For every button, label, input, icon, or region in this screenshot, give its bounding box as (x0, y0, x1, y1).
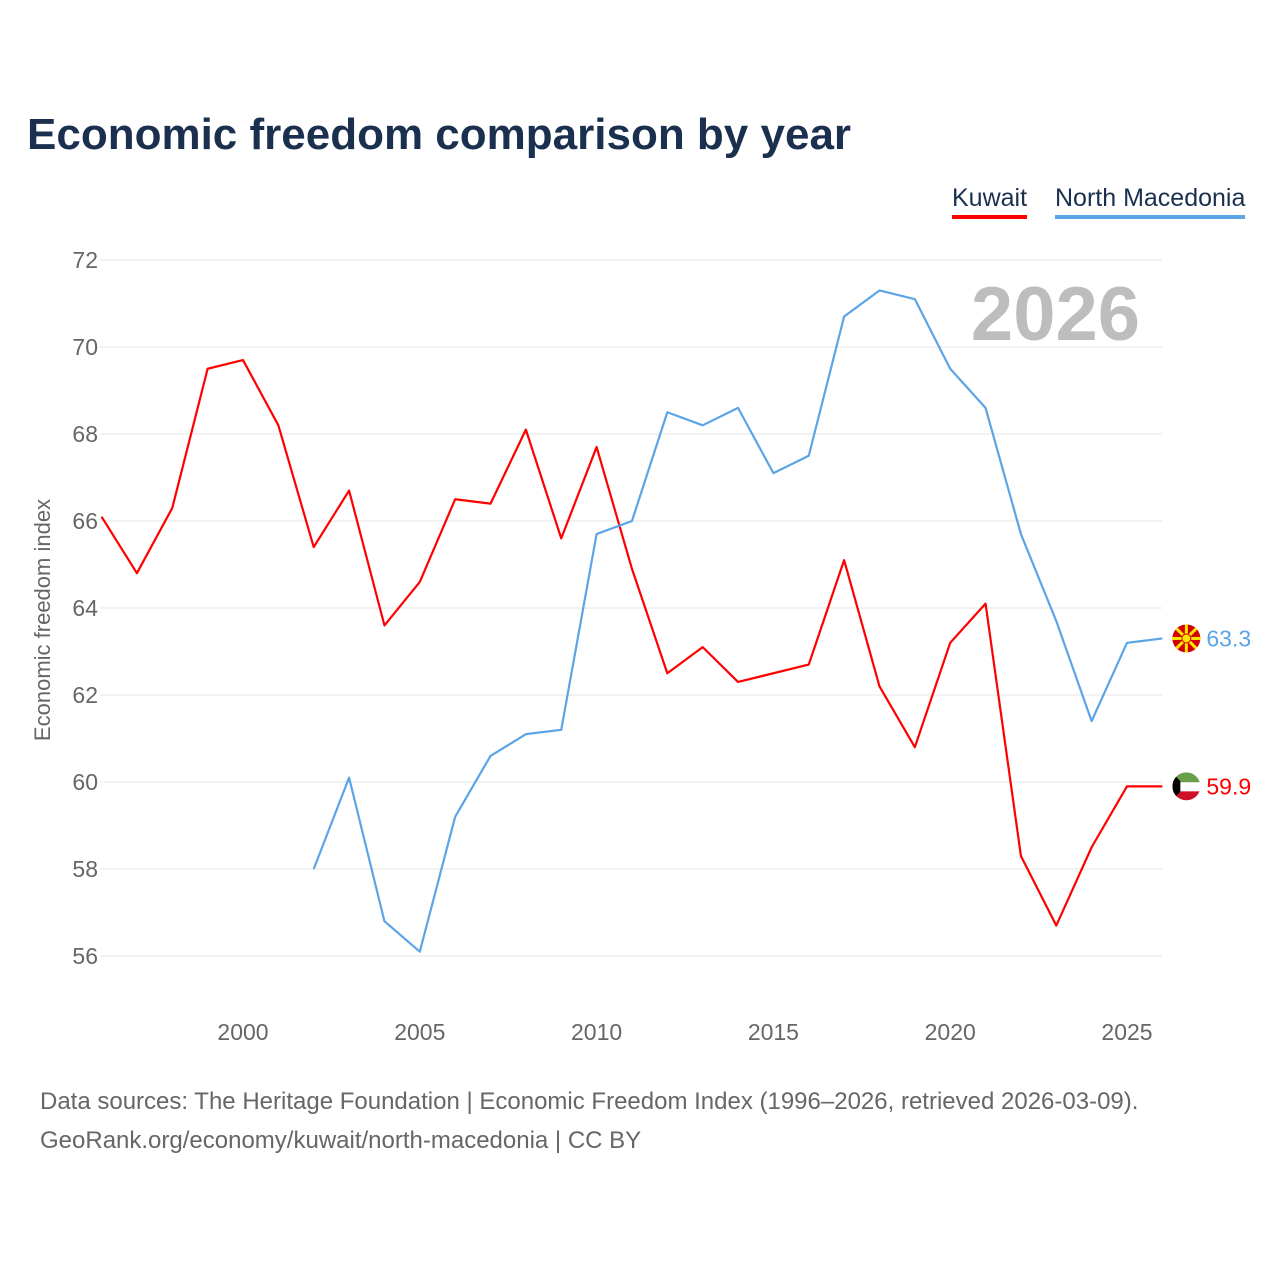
y-tick-label: 58 (72, 856, 98, 882)
x-tick-label: 2015 (748, 1019, 799, 1045)
y-tick-label: 56 (72, 943, 98, 969)
y-tick-label: 68 (72, 421, 98, 447)
x-tick-label: 2020 (925, 1019, 976, 1045)
kuwait-flag-icon (1172, 772, 1201, 801)
y-tick-label: 70 (72, 334, 98, 360)
legend-kuwait[interactable]: Kuwait (952, 184, 1028, 219)
series-line-north-macedonia (312, 289, 1163, 953)
x-tick-label: 2010 (571, 1019, 622, 1045)
y-tick-label: 66 (72, 508, 98, 534)
y-tick-label: 62 (72, 682, 98, 708)
chart-title: Economic freedom comparison by year (27, 110, 852, 159)
y-tick-label: 64 (72, 595, 98, 621)
y-axis-label: Economic freedom index (30, 499, 55, 741)
end-value-label: 59.9 (1206, 773, 1251, 799)
line-chart: 56 58 60 62 64 66 68 70 72 2000 2005 2010 2015 2020 20… (30, 247, 1251, 1045)
footer-sources: Data sources: The Heritage Foundation | … (40, 1088, 1139, 1115)
year-watermark: 2026 (971, 272, 1140, 357)
x-tick-label: 2025 (1101, 1019, 1152, 1045)
legend-north-macedonia[interactable]: North Macedonia (1055, 184, 1246, 219)
north-macedonia-flag-icon (1172, 624, 1201, 653)
y-tick-label: 60 (72, 769, 98, 795)
y-tick-label: 72 (72, 247, 98, 273)
end-value-label: 63.3 (1206, 625, 1251, 651)
footer-link[interactable]: GeoRank.org/economy/kuwait/north-macedon… (40, 1127, 642, 1154)
x-tick-label: 2005 (394, 1019, 445, 1045)
series-line-kuwait (100, 358, 1163, 927)
x-tick-label: 2000 (217, 1019, 268, 1045)
